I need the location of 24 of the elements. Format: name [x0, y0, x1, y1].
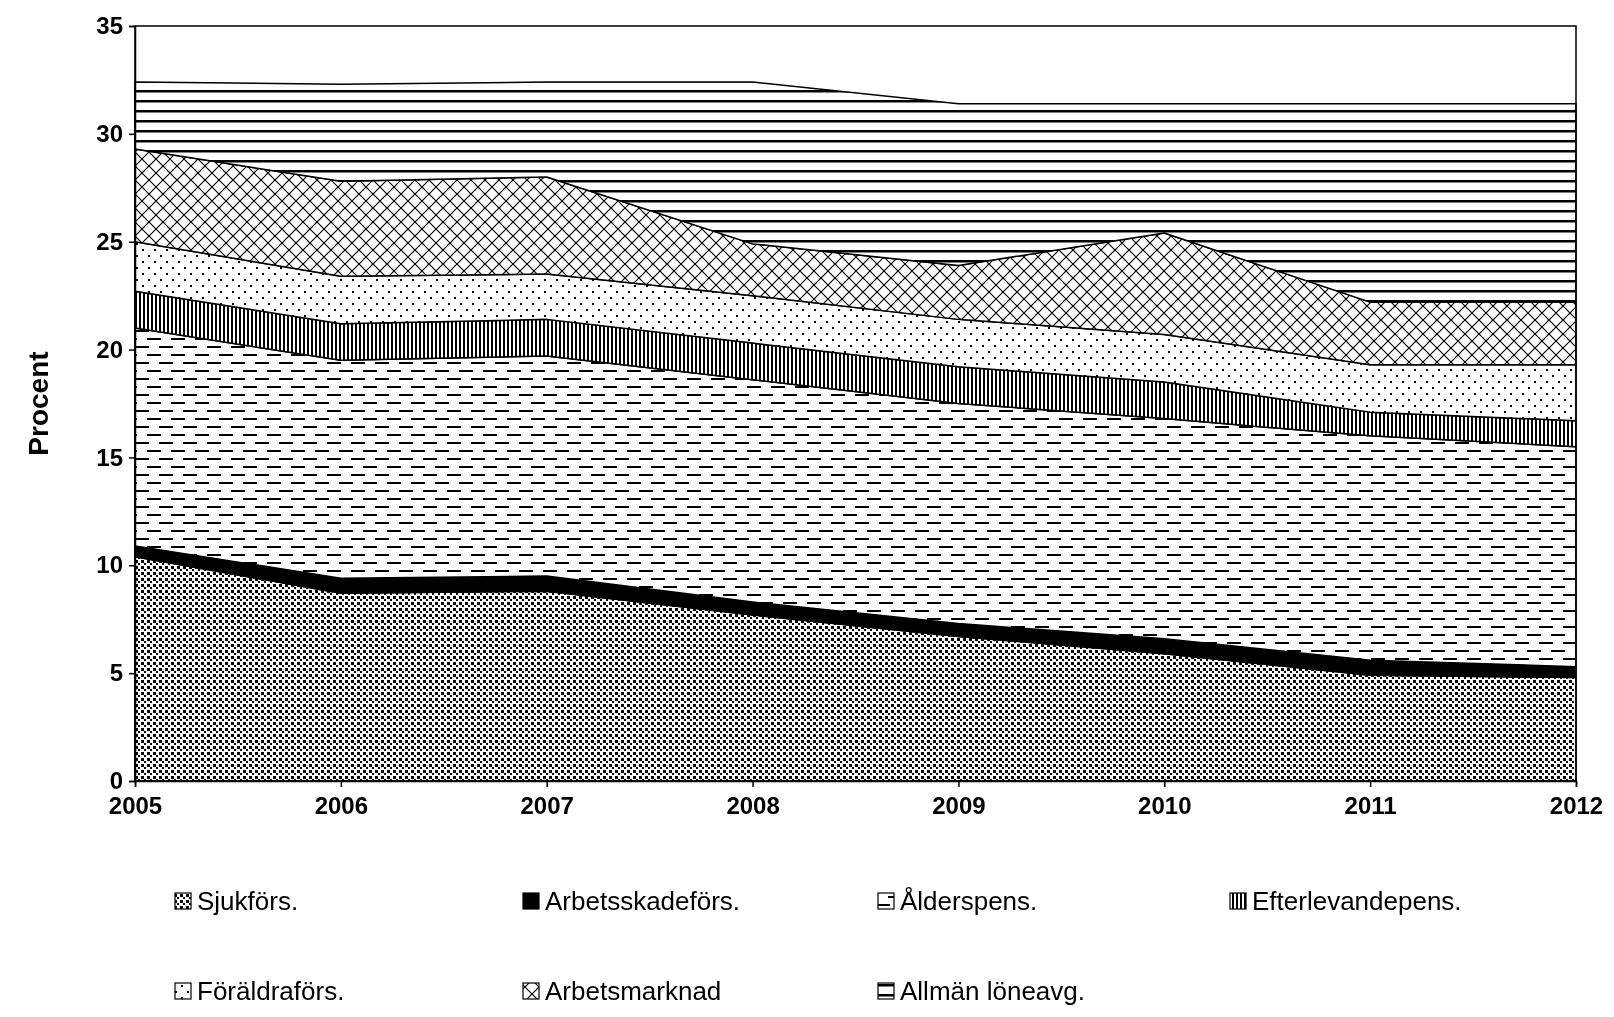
y-tick-label: 20 — [96, 335, 123, 363]
y-tick-label: 0 — [109, 767, 123, 795]
legend-label: Efterlevandepens. — [1252, 886, 1462, 916]
y-tick-label: 15 — [96, 443, 123, 471]
legend-label: Ålderspens. — [900, 886, 1038, 916]
x-tick-label: 2008 — [726, 792, 780, 820]
y-tick-label: 30 — [96, 120, 123, 148]
x-tick-label: 2011 — [1344, 792, 1397, 820]
x-tick-label: 2007 — [520, 792, 574, 820]
y-tick-label: 10 — [96, 551, 123, 579]
x-tick-label: 2010 — [1138, 792, 1192, 820]
legend-label: Arbetsskadeförs. — [545, 886, 741, 916]
x-tick-label: 2012 — [1549, 792, 1604, 820]
legend-label: Allmän löneavg. — [900, 976, 1085, 1006]
legend-label: Sjukförs. — [197, 886, 299, 916]
y-tick-label: 25 — [96, 227, 123, 255]
x-tick-label: 2009 — [932, 792, 986, 820]
x-tick-label: 2006 — [314, 792, 369, 820]
x-tick-label: 2005 — [108, 792, 163, 820]
legend-label: Arbetsmarknad — [545, 976, 722, 1006]
y-tick-label: 5 — [109, 659, 123, 687]
y-axis-title: Procent — [23, 351, 54, 456]
legend-label: Föräldraförs. — [197, 976, 345, 1006]
y-tick-label: 35 — [96, 12, 123, 40]
